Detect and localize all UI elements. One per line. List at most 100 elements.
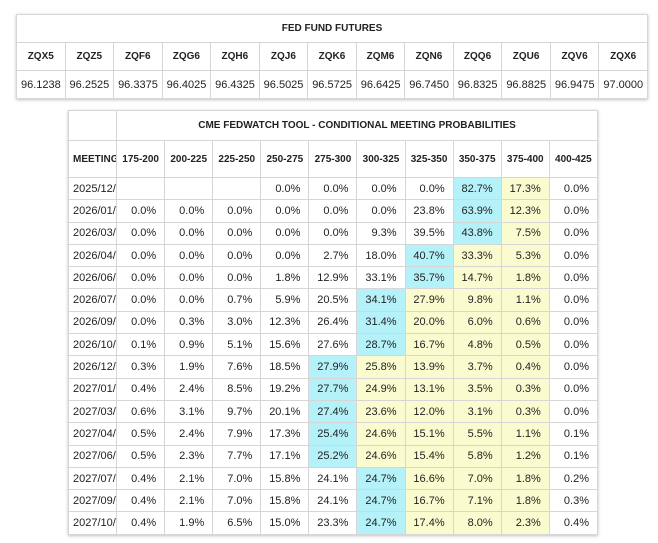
probability-cell: 7.0% [212, 489, 262, 513]
probability-cell: 0.7% [212, 288, 262, 312]
table-row: 2026/07/290.0%0.0%0.7%5.9%20.5%34.1%27.9… [67, 288, 599, 312]
probability-cell: 16.7% [404, 489, 454, 513]
meeting-date: 2026/06/17 [67, 266, 118, 290]
probability-cell: 82.7% [452, 176, 502, 201]
table-row: 2026/06/170.0%0.0%0.0%1.8%12.9%33.1%35.7… [67, 266, 599, 290]
probability-cell: 15.6% [260, 333, 310, 357]
probability-cell: 16.7% [404, 333, 454, 357]
probability-cell: 0.0% [548, 333, 599, 357]
probability-cell: 12.3% [500, 199, 550, 223]
probability-cell: 8.0% [452, 511, 502, 535]
probability-cell: 15.1% [404, 422, 454, 446]
probability-cell: 0.0% [308, 176, 358, 201]
probability-cell: 20.1% [260, 399, 310, 424]
price-cell: 96.3375 [113, 70, 163, 99]
meeting-date: 2027/03/17 [67, 399, 118, 424]
probability-cell: 4.8% [452, 333, 502, 357]
probability-cell: 17.3% [260, 422, 310, 446]
probability-cell: 0.0% [548, 221, 599, 245]
probability-cell: 0.0% [116, 310, 166, 335]
probability-cell: 23.6% [356, 399, 406, 424]
probability-cell: 2.4% [164, 422, 214, 446]
probability-cell: 26.4% [308, 310, 358, 335]
table-row: 2026/09/160.0%0.3%3.0%12.3%26.4%31.4%20.… [67, 310, 599, 335]
probability-cell: 0.0% [308, 221, 358, 245]
probability-cell: 0.0% [548, 266, 599, 290]
probability-cell: 3.1% [452, 399, 502, 424]
probability-cell: 1.8% [260, 266, 310, 290]
probability-cell: 0.1% [116, 333, 166, 357]
probability-cell: 7.6% [212, 355, 262, 379]
meeting-date: 2027/10/27 [67, 511, 118, 535]
probability-cell [164, 176, 214, 201]
price-cell: 97.0000 [598, 70, 648, 99]
probability-cell: 0.4% [116, 466, 166, 491]
probability-cell: 0.0% [260, 221, 310, 245]
probability-cell [212, 176, 262, 201]
price-cell: 96.8325 [452, 70, 503, 99]
column-header: ZQX5 [16, 42, 66, 71]
probability-cell: 0.1% [548, 444, 599, 468]
probability-cell: 15.4% [404, 444, 454, 468]
meeting-date: 2025/12/10 [67, 176, 118, 201]
meeting-date: 2026/12/09 [67, 355, 118, 379]
probability-cell: 0.0% [116, 221, 166, 245]
probability-cell: 17.4% [404, 511, 454, 535]
probability-cell: 0.0% [356, 199, 406, 223]
probability-cell: 31.4% [356, 310, 406, 335]
probability-cell: 13.1% [404, 377, 454, 401]
probability-cell: 3.5% [452, 377, 502, 401]
table-row: 2027/06/090.5%2.3%7.7%17.1%25.2%24.6%15.… [67, 444, 599, 468]
row-header: MEETING DATE [67, 140, 118, 178]
probability-cell: 0.6% [116, 399, 166, 424]
probability-cell: 0.9% [164, 333, 214, 357]
table-row: 2026/01/280.0%0.0%0.0%0.0%0.0%0.0%23.8%6… [67, 199, 599, 223]
probability-cell: 1.2% [500, 444, 550, 468]
probability-cell: 5.8% [452, 444, 502, 468]
probability-cell: 18.5% [260, 355, 310, 379]
probability-cell: 9.3% [356, 221, 406, 245]
price-cell: 96.8825 [501, 70, 551, 99]
probability-cell: 0.0% [308, 199, 358, 223]
probability-cell: 25.2% [308, 444, 358, 468]
probability-cell: 0.2% [548, 466, 599, 491]
meeting-date: 2027/04/28 [67, 422, 118, 446]
probability-cell: 1.1% [500, 288, 550, 312]
column-header: ZQZ5 [64, 42, 115, 71]
probability-cell: 33.3% [452, 243, 502, 268]
probability-cell: 27.9% [308, 355, 358, 379]
probability-cell: 0.5% [116, 444, 166, 468]
probability-cell: 0.0% [212, 221, 262, 245]
probability-cell: 27.9% [404, 288, 454, 312]
probability-cell: 34.1% [356, 288, 406, 312]
price-cell: 96.9475 [549, 70, 600, 99]
probability-cell: 0.3% [164, 310, 214, 335]
probability-cell: 0.0% [164, 199, 214, 223]
probability-cell: 0.3% [548, 489, 599, 513]
probability-cell: 27.4% [308, 399, 358, 424]
probability-cell: 17.3% [500, 176, 550, 201]
probability-cell: 0.0% [404, 176, 454, 201]
probability-cell: 18.0% [356, 243, 406, 268]
table-row: 2027/07/280.4%2.1%7.0%15.8%24.1%24.7%16.… [67, 466, 599, 491]
probability-cell: 0.0% [116, 243, 166, 268]
probability-cell: 15.0% [260, 511, 310, 535]
column-header: 225-250 [212, 140, 262, 178]
probability-cell: 13.9% [404, 355, 454, 379]
probability-cell: 0.4% [116, 377, 166, 401]
table-row: 2025/12/100.0%0.0%0.0%0.0%82.7%17.3%0.0% [67, 176, 599, 201]
price-cell: 96.2525 [64, 70, 115, 99]
probability-cell: 19.2% [260, 377, 310, 401]
table-row: 2027/10/270.4%1.9%6.5%15.0%23.3%24.7%17.… [67, 511, 599, 535]
probability-cell: 1.8% [500, 466, 550, 491]
price-cell: 96.5725 [307, 70, 357, 99]
meeting-date: 2027/09/15 [67, 489, 118, 513]
table-row: 2026/03/180.0%0.0%0.0%0.0%0.0%9.3%39.5%4… [67, 221, 599, 245]
probability-cell: 0.0% [116, 199, 166, 223]
probability-cell: 3.0% [212, 310, 262, 335]
probability-cell: 1.1% [500, 422, 550, 446]
meeting-date: 2026/03/18 [67, 221, 118, 245]
probability-cell: 25.8% [356, 355, 406, 379]
probability-cell: 2.3% [164, 444, 214, 468]
probability-cell: 7.7% [212, 444, 262, 468]
